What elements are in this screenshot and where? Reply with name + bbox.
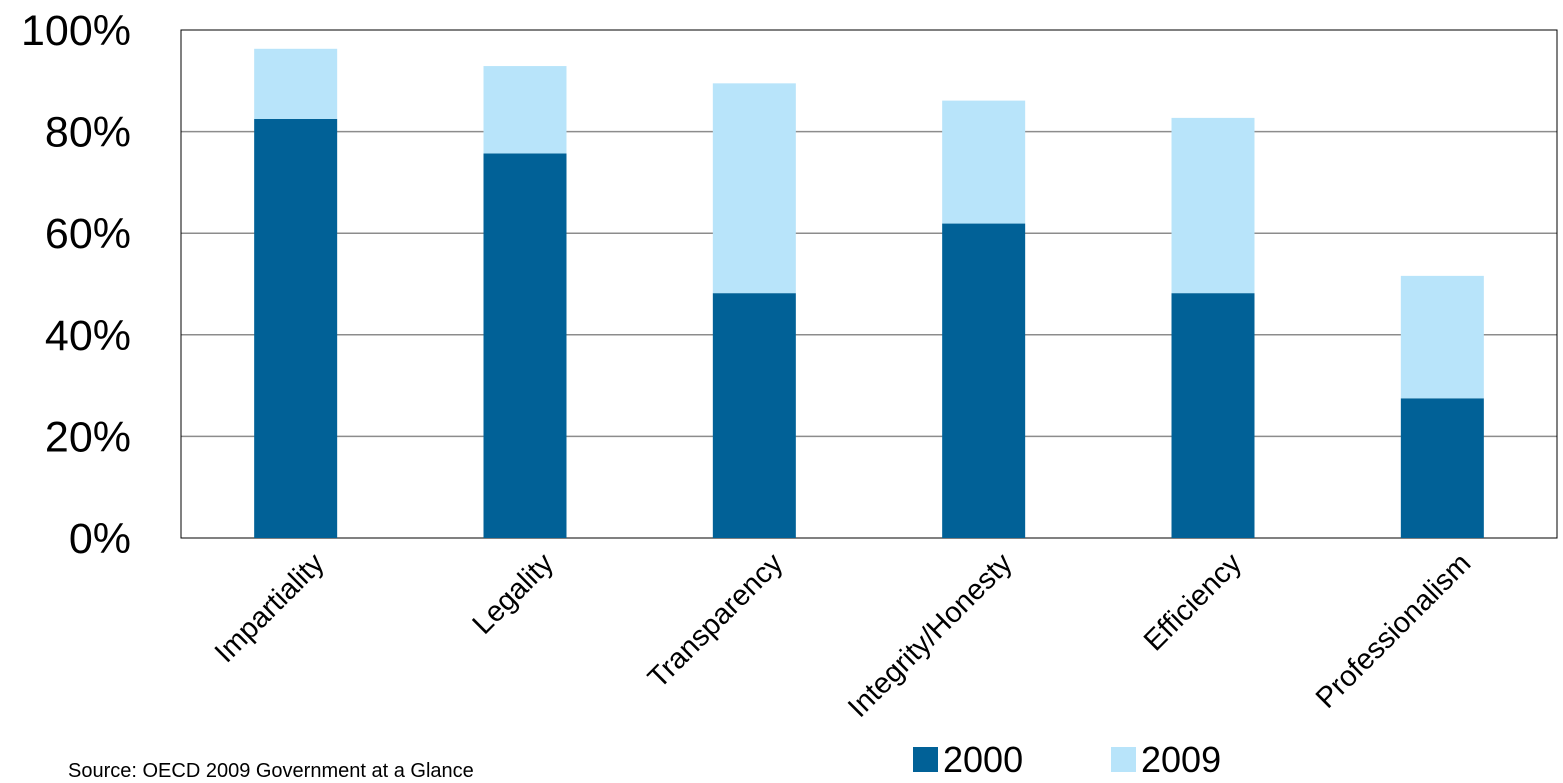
legend-swatch-2009 [1111,747,1136,772]
bar-2009-5 [1400,275,1484,399]
y-tick-label: 60% [45,210,131,258]
gridlines [181,130,1557,438]
plot-area-frame [180,29,1558,539]
y-tick-label: 100% [21,7,131,55]
legend-label-2009: 2009 [1141,739,1221,780]
y-tick-label: 80% [45,109,131,157]
legend-swatch-2000 [913,747,938,772]
bar-2000-1 [483,153,567,538]
bars [254,48,1484,539]
y-axis-ticks: 0% 20% 40% 60% 80% 100% [21,7,131,563]
y-tick-label: 20% [45,413,131,461]
x-tick-label: Efficiency [1138,547,1248,657]
legend-label-2000: 2000 [943,739,1023,780]
x-tick-label: Professionalism [1310,547,1477,714]
x-tick-label: Impartiality [209,547,331,669]
x-tick-label: Integrity/Honesty [842,547,1019,724]
bar-2009-0 [254,48,338,119]
bar-2000-4 [1171,293,1255,538]
y-tick-label: 0% [69,515,131,563]
source-note: Source: OECD 2009 Government at a Glance [68,760,474,782]
y-tick-label: 40% [45,312,131,360]
bar-2009-1 [483,66,567,154]
bar-2000-0 [254,118,338,539]
legend: 2000 2009 [913,739,1221,780]
bar-2009-4 [1171,117,1255,294]
bar-2009-3 [942,100,1026,224]
x-tick-label: Legality [467,547,561,641]
bar-2000-5 [1400,398,1484,538]
bar-2009-2 [712,83,796,294]
x-tick-label: Transparency [642,547,790,695]
x-axis-labels: Impartiality Legality Transparency Integrit… [209,547,1477,724]
bar-2000-2 [712,293,796,538]
bar-2000-3 [942,223,1026,538]
